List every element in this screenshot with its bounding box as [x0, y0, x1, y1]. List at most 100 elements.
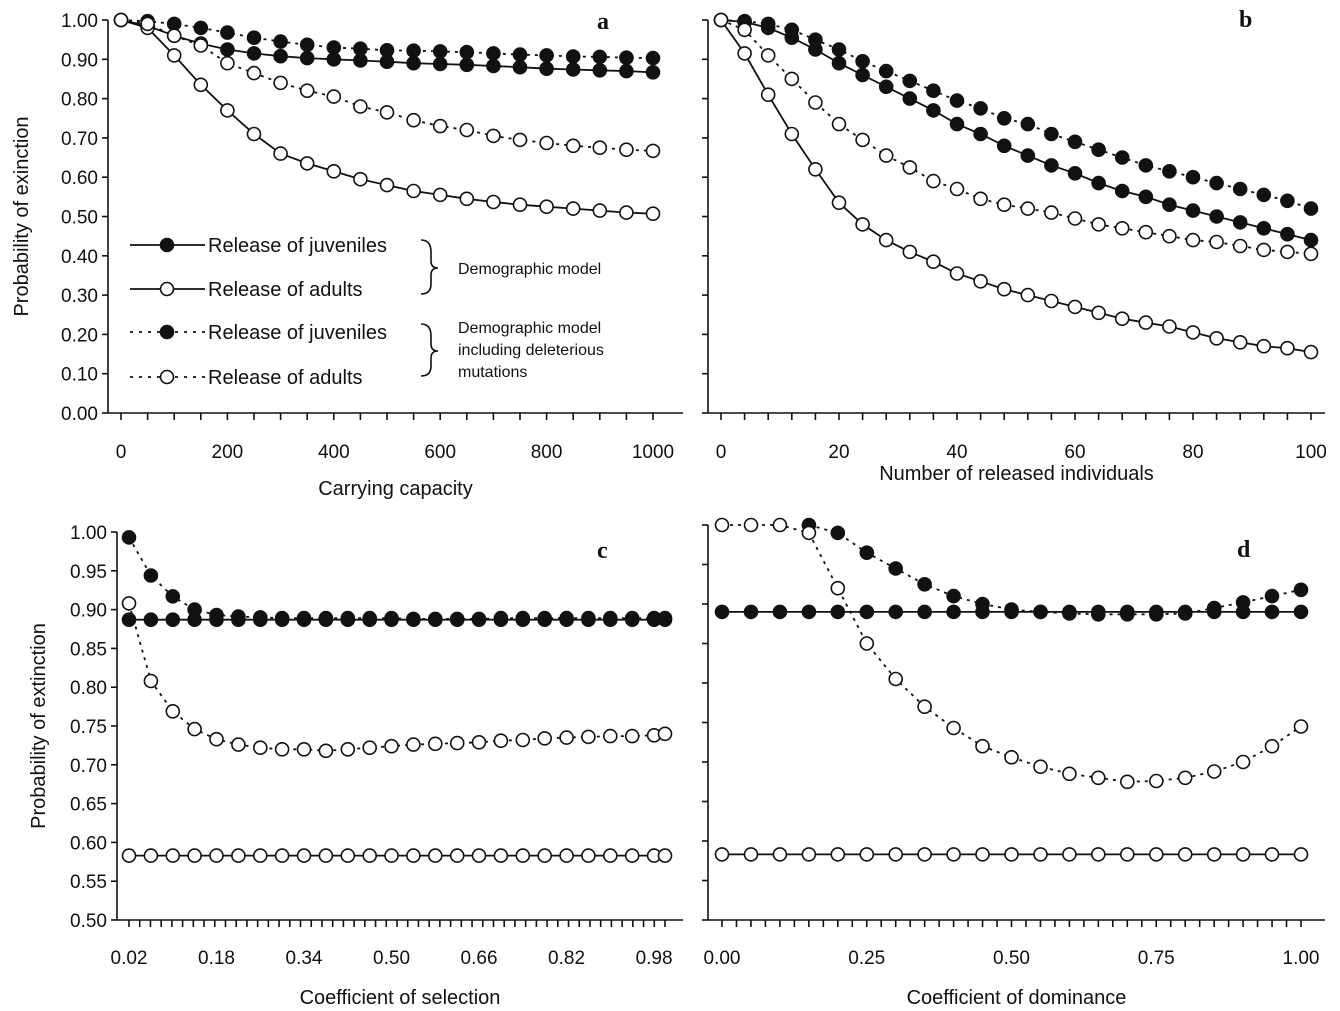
- data-point-filled: [1004, 602, 1019, 617]
- data-point-open: [808, 95, 823, 110]
- y-tick-label: 0.20: [61, 325, 98, 346]
- data-point-filled: [1091, 606, 1106, 622]
- y-tick-label: 0.60: [61, 168, 98, 189]
- data-point-open: [1044, 205, 1059, 220]
- data-point-open: [996, 197, 1012, 212]
- data-point-filled: [512, 47, 528, 62]
- data-point-filled: [657, 610, 673, 626]
- data-point-filled: [432, 44, 448, 59]
- data-point-open: [1020, 201, 1036, 216]
- data-point-filled: [559, 610, 574, 626]
- data-point-open: [1067, 299, 1083, 315]
- panel-letter: d: [1237, 537, 1251, 563]
- data-point-open: [772, 847, 788, 862]
- x-tick-label: 600: [424, 442, 456, 463]
- data-point-filled: [143, 568, 159, 583]
- data-point-open: [252, 740, 268, 756]
- data-point-filled: [1232, 215, 1248, 230]
- data-point-open: [1162, 228, 1177, 244]
- data-point-open: [602, 848, 618, 863]
- data-point-open: [274, 741, 290, 757]
- data-point-open: [1177, 770, 1193, 786]
- data-point-open: [187, 721, 202, 737]
- data-point-filled: [808, 32, 823, 48]
- data-point-open: [318, 743, 334, 759]
- data-point-filled: [902, 91, 918, 106]
- y-tick-label: 0.75: [70, 717, 107, 738]
- legend-marker-filled: [159, 324, 175, 340]
- panel-letter: c: [597, 538, 608, 564]
- data-point-filled: [1280, 226, 1295, 242]
- data-point-filled: [619, 50, 634, 66]
- data-point-filled: [565, 49, 581, 64]
- x-tick-label: 60: [1064, 442, 1085, 463]
- data-point-open: [760, 87, 776, 102]
- data-point-open: [384, 848, 399, 863]
- data-point-filled: [246, 30, 262, 46]
- data-point-filled: [592, 49, 608, 65]
- data-point-filled: [1114, 183, 1130, 199]
- data-point-open: [1114, 311, 1130, 327]
- data-point-open: [537, 731, 553, 746]
- data-point-open: [565, 201, 581, 216]
- data-point-filled: [1138, 158, 1154, 173]
- data-point-filled: [165, 589, 181, 604]
- data-point-open: [714, 517, 730, 533]
- data-point-filled: [1067, 166, 1083, 181]
- data-point-open: [784, 126, 800, 142]
- data-point-open: [326, 89, 342, 104]
- data-point-open: [1209, 330, 1224, 346]
- data-point-open: [975, 847, 990, 862]
- y-axis-title: Probability of exinction: [11, 116, 33, 316]
- data-point-filled: [1235, 595, 1251, 610]
- legend-group-label: Demographic model: [458, 320, 601, 337]
- data-point-filled: [855, 67, 870, 83]
- data-point-open: [657, 848, 673, 863]
- data-point-open: [187, 848, 202, 863]
- data-point-open: [855, 132, 870, 148]
- data-point-filled: [743, 604, 759, 620]
- data-point-open: [209, 731, 224, 747]
- data-point-filled: [714, 604, 730, 620]
- data-point-open: [902, 244, 918, 260]
- data-point-open: [252, 848, 268, 863]
- data-point-open: [565, 138, 581, 154]
- data-point-filled: [784, 22, 800, 38]
- x-tick-label: 0.50: [993, 948, 1030, 969]
- data-point-open: [512, 197, 528, 212]
- data-point-open: [559, 730, 574, 745]
- y-axis-title: Probability of extinction: [28, 623, 50, 829]
- data-point-open: [619, 205, 634, 220]
- y-tick-label: 1.00: [61, 11, 98, 32]
- data-point-open: [220, 55, 235, 71]
- data-point-filled: [362, 610, 378, 626]
- series-line: [128, 536, 665, 620]
- data-point-open: [459, 191, 475, 207]
- y-tick-label: 0.40: [61, 247, 98, 268]
- y-tick-label: 0.85: [70, 639, 107, 660]
- data-point-filled: [581, 610, 596, 626]
- y-tick-label: 0.80: [61, 90, 98, 111]
- data-point-filled: [406, 611, 421, 627]
- data-point-filled: [379, 42, 395, 58]
- data-point-open: [1256, 242, 1272, 258]
- x-axis-title: Number of released individuals: [879, 463, 1154, 485]
- data-point-open: [231, 848, 246, 863]
- data-point-open: [878, 148, 894, 163]
- x-tick-label: 0.25: [848, 948, 885, 969]
- data-point-open: [902, 160, 918, 175]
- data-point-filled: [273, 48, 288, 64]
- x-tick-label: 200: [212, 442, 244, 463]
- data-point-open: [493, 848, 509, 863]
- data-point-open: [340, 848, 356, 863]
- data-point-open: [231, 737, 246, 752]
- data-point-open: [406, 737, 421, 752]
- data-point-filled: [1114, 150, 1130, 165]
- data-point-open: [714, 847, 730, 862]
- data-point-filled: [831, 55, 847, 71]
- y-tick-label: 0.50: [61, 208, 98, 229]
- data-point-open: [246, 65, 262, 81]
- data-point-open: [246, 126, 262, 142]
- data-point-filled: [121, 530, 137, 545]
- data-point-open: [220, 103, 235, 118]
